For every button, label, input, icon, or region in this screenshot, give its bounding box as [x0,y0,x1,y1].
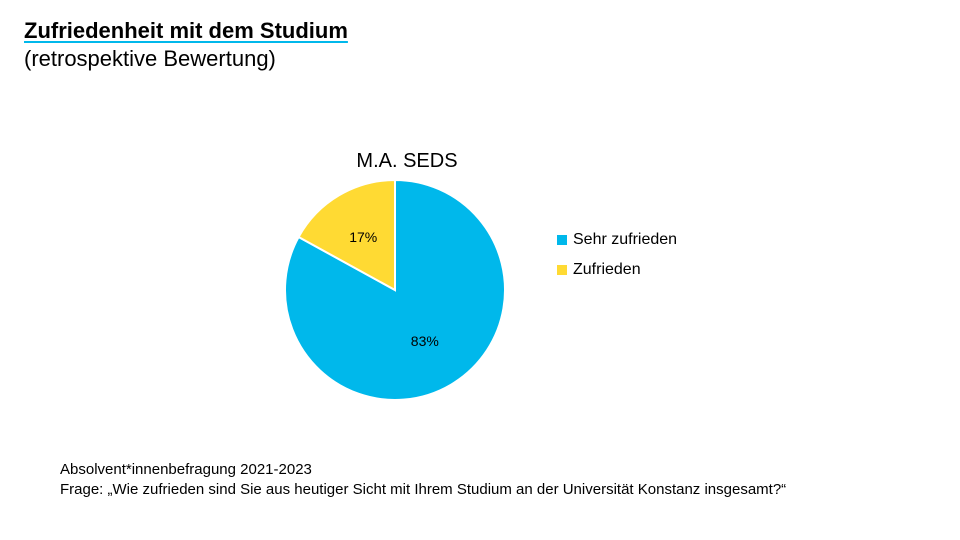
page-title: Zufriedenheit mit dem Studium [24,18,348,44]
footer: Absolvent*innenbefragung 2021-2023 Frage… [60,460,786,499]
legend-text: Zufrieden [573,260,677,280]
title-block: Zufriedenheit mit dem Studium (retrospek… [24,18,348,72]
footer-line-1: Absolvent*innenbefragung 2021-2023 [60,460,786,480]
footer-line-2: Frage: „Wie zufrieden sind Sie aus heuti… [60,480,786,500]
legend: Sehr zufrieden Zufrieden [557,230,677,290]
page-subtitle: (retrospektive Bewertung) [24,46,348,72]
pie-svg [285,180,505,400]
legend-swatch [557,265,567,275]
legend-item: Zufrieden [557,260,677,280]
pie-chart: 83%17% [285,180,505,400]
legend-item: Sehr zufrieden [557,230,677,250]
legend-text: Sehr zufrieden [573,230,677,250]
page: Zufriedenheit mit dem Studium (retrospek… [0,0,960,540]
chart-title: M.A. SEDS [307,150,507,173]
legend-swatch [557,235,567,245]
